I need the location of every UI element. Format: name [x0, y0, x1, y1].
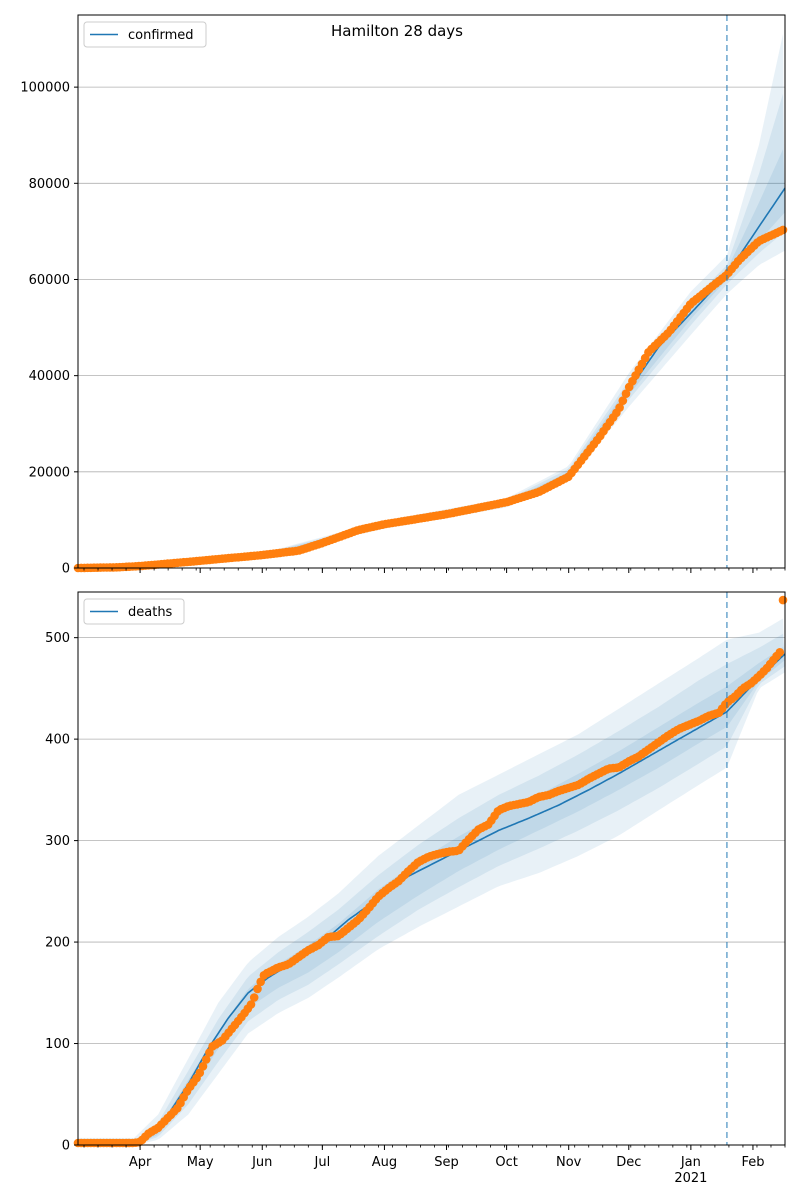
observed-point [253, 984, 262, 994]
observed-point [201, 1055, 211, 1064]
y-tick-label: 200 [45, 936, 70, 951]
observed-point [778, 595, 788, 605]
observed-point [618, 396, 628, 406]
confidence-band [78, 618, 785, 1145]
confidence-band [78, 633, 785, 1145]
confidence-band [78, 33, 785, 568]
x-year-label: 2021 [674, 1171, 707, 1186]
x-tick-label: Jan [680, 1155, 701, 1170]
y-tick-label: 0 [62, 1139, 70, 1154]
x-tick-label: Jul [314, 1155, 331, 1170]
observed-point [621, 389, 631, 399]
legend-box [83, 598, 185, 625]
legend-label: deaths [128, 605, 173, 620]
x-tick-label: Nov [556, 1155, 582, 1170]
x-tick-label: Sep [434, 1155, 459, 1170]
observed-point [246, 1000, 256, 1009]
x-axis-labels: Apr May Jun Jul Aug Sep Oct Nov Dec Jan Feb 2021 [129, 1155, 765, 1186]
x-tick-label: Oct [495, 1155, 517, 1170]
y-tick-label: 500 [45, 631, 70, 646]
legend: confirmed [83, 21, 207, 48]
y-tick-label: 40000 [29, 369, 70, 384]
legend-box [83, 21, 207, 48]
deaths-panel: 0 100 200 300 400 500 deaths [45, 591, 788, 1154]
plot-frame [77, 591, 786, 1146]
y-tick-label: 400 [45, 733, 70, 748]
y-tick-label: 60000 [29, 273, 70, 288]
y-tick-label: 20000 [29, 465, 70, 480]
x-tick-label: Apr [129, 1155, 152, 1170]
legend-label: confirmed [128, 28, 194, 43]
x-tick-label: Jun [251, 1155, 272, 1170]
plot-frame [77, 14, 786, 569]
confidence-band [78, 149, 785, 568]
y-tick-label: 300 [45, 834, 70, 849]
y-tick-label: 100000 [20, 81, 70, 96]
x-tick-label: Aug [372, 1155, 397, 1170]
x-tick-label: Feb [741, 1155, 764, 1170]
y-tick-label: 80000 [29, 177, 70, 192]
observed-point [615, 403, 624, 412]
figure-title: Hamilton 28 days [331, 22, 463, 40]
observed-point [778, 225, 788, 235]
observed-point [256, 977, 266, 987]
y-tick-label: 0 [62, 562, 70, 577]
observed-point [198, 1062, 208, 1071]
x-tick-label: Dec [616, 1155, 641, 1170]
x-tick-label: May [187, 1155, 214, 1170]
legend: deaths [83, 598, 185, 625]
confirmed-panel: 0 20000 40000 60000 80000 100000 confirmed [20, 14, 788, 577]
observed-point [775, 648, 785, 657]
observed-point [195, 1068, 205, 1078]
model-line [78, 187, 786, 569]
observed-point [249, 993, 259, 1002]
model-line [78, 653, 786, 1146]
y-tick-label: 100 [45, 1037, 70, 1052]
